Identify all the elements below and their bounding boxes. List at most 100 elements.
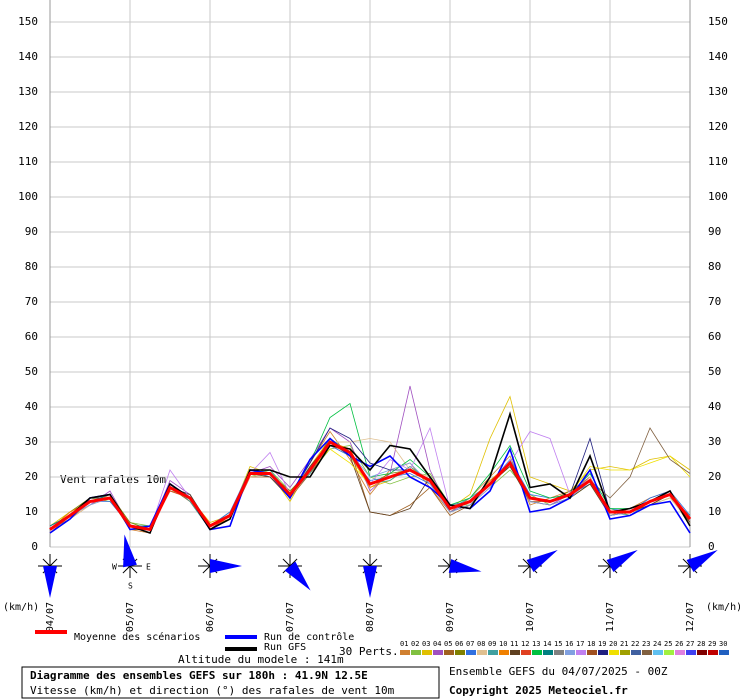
mean-line [49,440,692,532]
y-tick-label: 50 [25,365,38,378]
legend-label: 21 [620,640,628,648]
legend-label: 25 [664,640,672,648]
legend-swatch [675,650,685,655]
legend-swatch [565,650,575,655]
y-tick-label-right: 10 [708,505,721,518]
legend-swatch [400,650,410,655]
x-tick-label: 10/07 [525,602,536,632]
legend-swatch [422,650,432,655]
x-tick-label: 09/07 [445,602,456,632]
legend-swatch [521,650,531,655]
legend-swatch [609,650,619,655]
legend-label: 04 [433,640,441,648]
annotation: Vent rafales 10m [60,473,166,486]
y-tick-label-right: 0 [708,540,715,553]
rose-spoke [42,558,51,567]
legend-swatch [554,650,564,655]
legend-label: 11 [510,640,518,648]
legend-label: 29 [708,640,716,648]
legend-label: 14 [543,640,551,648]
legend-label: 08 [477,640,485,648]
compass-label: W [112,563,117,572]
rose-spoke [442,558,451,567]
wind-arrow [448,559,482,573]
wind-arrow [43,566,57,598]
y-tick-label: 120 [18,120,38,133]
rose-spoke [682,558,691,567]
rose-spoke [522,565,531,574]
y-tick-label: 70 [25,295,38,308]
y-tick-label-right: 20 [708,470,721,483]
y-tick-label-right: 40 [708,400,721,413]
legend-swatch [510,650,520,655]
y-unit-right: (km/h) [706,602,740,613]
rose-spoke [522,558,531,567]
legend-swatch [587,650,597,655]
legend-swatch [543,650,553,655]
x-tick-label: 12/07 [685,602,696,632]
legend-swatch [719,650,729,655]
y-unit-left: (km/h) [3,602,39,613]
wind-arrow [363,566,377,598]
rose-spoke [202,558,211,567]
legend-swatch [455,650,465,655]
run-line [49,437,691,534]
wind-arrow [210,559,242,573]
y-tick-label: 60 [25,330,38,343]
legend-label: 28 [697,640,705,648]
legend-swatch [576,650,586,655]
legend-swatch [708,650,718,655]
legend-label: Run GFS [264,642,306,653]
y-tick-label-right: 90 [708,225,721,238]
legend-label: 05 [444,640,452,648]
y-tick-label: 0 [31,540,38,553]
y-tick-label-right: 110 [708,155,728,168]
wind-arrow [284,561,311,591]
y-tick-label: 10 [25,505,38,518]
wind-arrow [606,550,638,573]
wind-arrow [526,550,558,573]
legend-swatch [620,650,630,655]
rose-spoke [442,565,451,574]
legend-label: 26 [675,640,683,648]
legend-swatch [686,650,696,655]
legend-label: 22 [631,640,639,648]
legend-label: 03 [422,640,430,648]
legend-swatch [653,650,663,655]
legend-swatch [411,650,421,655]
y-tick-label-right: 140 [708,50,728,63]
legend-label: 01 [400,640,408,648]
legend-swatch [631,650,641,655]
y-tick-label: 90 [25,225,38,238]
title-box [21,666,440,699]
legend-label: 27 [686,640,694,648]
rose-spoke [602,565,611,574]
legend-label: 15 [554,640,562,648]
y-tick-label: 140 [18,50,38,63]
legend-label: 12 [521,640,529,648]
x-tick-label: 04/07 [45,602,56,632]
rose-spoke [49,558,58,567]
rose-spoke [202,565,211,574]
y-tick-label: 110 [18,155,38,168]
legend-swatch [499,650,509,655]
run-info: Ensemble GEFS du 04/07/2025 - 00Z [449,665,668,678]
y-tick-label: 40 [25,400,38,413]
y-tick-label-right: 120 [708,120,728,133]
y-tick-label-right: 130 [708,85,728,98]
legend-swatch [477,650,487,655]
legend-label: 02 [411,640,419,648]
y-tick-label-right: 80 [708,260,721,273]
rose-spoke [129,565,138,574]
legend-label: 16 [565,640,573,648]
legend-label: 30 [719,640,727,648]
legend-swatch [444,650,454,655]
x-tick-label: 11/07 [605,602,616,632]
rose-spoke [122,565,131,574]
perts-label: 30 Perts. [339,645,399,658]
x-tick-label: 08/07 [365,602,376,632]
chart-subtitle: Vitesse (km/h) et direction (°) des rafa… [30,684,395,697]
y-tick-label-right: 70 [708,295,721,308]
legend-label: 20 [609,640,617,648]
